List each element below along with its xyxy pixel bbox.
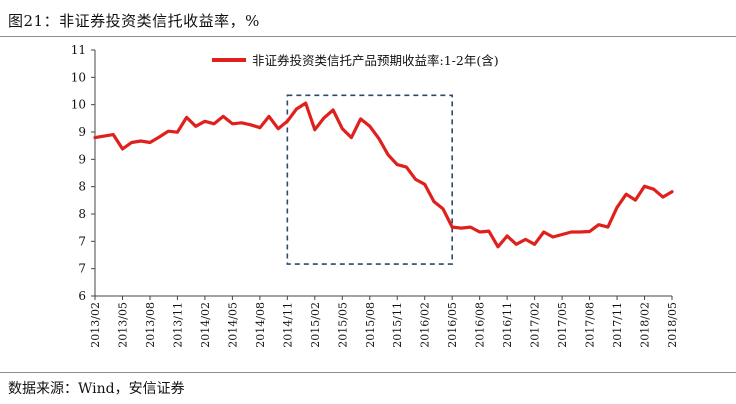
y-tick-label: 7 xyxy=(78,234,86,248)
x-tick-label: 2016/02 xyxy=(419,302,432,348)
x-axis: 2013/02 2013/05 2013/08 2013/11 2014/02 2014/… xyxy=(89,296,679,348)
x-tick-label: 2016/08 xyxy=(474,302,487,348)
top-divider xyxy=(0,36,736,37)
bottom-divider xyxy=(0,372,736,373)
x-tick-label: 2017/05 xyxy=(556,302,569,348)
highlight-box xyxy=(286,94,453,265)
x-tick-label: 2014/02 xyxy=(199,302,212,348)
series-line xyxy=(93,101,674,249)
x-tick-label: 2016/11 xyxy=(501,302,514,348)
legend: 非证券投资类信托产品预期收益率:1-2年(含) xyxy=(212,53,499,68)
x-tick-label: 2015/08 xyxy=(364,302,377,348)
y-axis: 6 7 7 8 8 9 9 10 10 11 xyxy=(71,43,95,303)
x-tick-label: 2013/05 xyxy=(116,302,129,348)
source-note: 数据来源：Wind，安信证券 xyxy=(8,381,185,397)
y-tick-label: 10 xyxy=(71,70,86,84)
x-tick-label: 2013/02 xyxy=(89,302,102,348)
plot-frame xyxy=(94,50,672,297)
x-tick-label: 2016/05 xyxy=(446,302,459,348)
legend-label: 非证券投资类信托产品预期收益率:1-2年(含) xyxy=(252,53,499,68)
y-tick-label: 11 xyxy=(71,43,86,57)
series-lines xyxy=(93,101,674,249)
y-tick-label: 8 xyxy=(78,207,86,221)
x-tick-label: 2014/11 xyxy=(281,302,294,348)
x-tick-label: 2015/05 xyxy=(336,302,349,348)
chart-title: 图21：非证券投资类信托收益率，% xyxy=(8,12,260,30)
y-tick-label: 9 xyxy=(78,152,86,166)
x-tick-label: 2014/05 xyxy=(226,302,239,348)
x-tick-label: 2017/08 xyxy=(584,302,597,348)
y-tick-label: 7 xyxy=(78,262,86,276)
x-tick-label: 2013/11 xyxy=(171,302,184,348)
y-tick-label: 8 xyxy=(78,180,86,194)
x-tick-label: 2013/08 xyxy=(144,302,157,348)
x-tick-label: 2015/11 xyxy=(391,302,404,348)
x-tick-label: 2018/02 xyxy=(639,302,652,348)
x-tick-label: 2014/08 xyxy=(254,302,267,348)
x-tick-label: 2017/02 xyxy=(529,302,542,348)
y-tick-label: 9 xyxy=(78,125,86,139)
y-tick-label: 6 xyxy=(78,289,86,303)
x-tick-label: 2015/02 xyxy=(309,302,322,348)
x-tick-label: 2018/05 xyxy=(666,302,679,348)
y-tick-label: 10 xyxy=(71,98,86,112)
highlight-box-rect xyxy=(286,94,453,265)
x-tick-label: 2017/11 xyxy=(611,302,624,348)
